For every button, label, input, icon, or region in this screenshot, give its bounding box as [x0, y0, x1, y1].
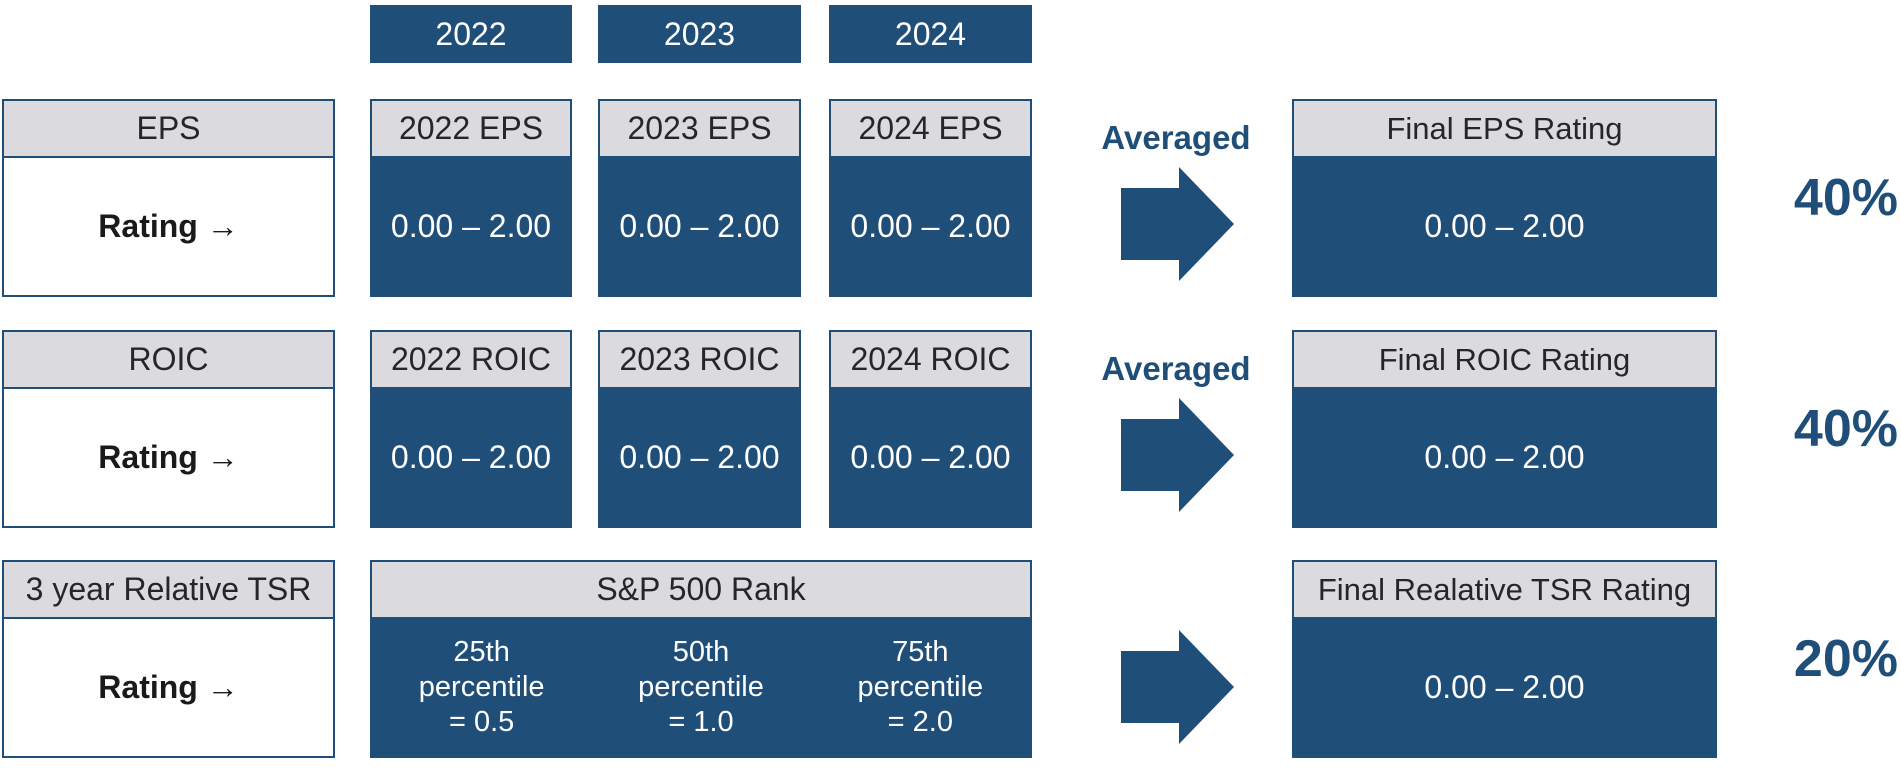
- cell-value: 0.00 – 2.00: [600, 389, 799, 526]
- weight-eps: 40%: [1793, 169, 1898, 227]
- sp500-rank-box: S&P 500 Rank 25th percentile = 0.5 50th …: [370, 560, 1032, 758]
- rating-label: Rating →: [4, 389, 333, 526]
- cell-2023-eps: 2023 EPS 0.00 – 2.00: [598, 99, 801, 297]
- cell-2024-roic: 2024 ROIC 0.00 – 2.00: [829, 330, 1032, 528]
- metric-label-box-eps: EPS Rating →: [2, 99, 335, 297]
- final-value: 0.00 – 2.00: [1294, 619, 1715, 756]
- cell-header: 2024 EPS: [831, 101, 1030, 158]
- metric-label: ROIC: [4, 332, 333, 389]
- final-header: Final EPS Rating: [1294, 101, 1715, 158]
- cell-header: 2022 EPS: [372, 101, 570, 158]
- year-column-header-2022: 2022: [370, 5, 572, 63]
- year-column-header-2024: 2024: [829, 5, 1032, 63]
- cell-value: 0.00 – 2.00: [831, 389, 1030, 526]
- weight-tsr: 20%: [1793, 630, 1898, 688]
- cell-2022-roic: 2022 ROIC 0.00 – 2.00: [370, 330, 572, 528]
- final-roic-rating-box: Final ROIC Rating 0.00 – 2.00: [1292, 330, 1717, 528]
- year-column-header-2023: 2023: [598, 5, 801, 63]
- cell-header: 2024 ROIC: [831, 332, 1030, 389]
- cell-header: 2023 ROIC: [600, 332, 799, 389]
- metric-label: 3 year Relative TSR: [4, 562, 333, 619]
- averaged-label: Averaged: [1101, 119, 1251, 156]
- cell-value: 0.00 – 2.00: [600, 158, 799, 295]
- cell-2022-eps: 2022 EPS 0.00 – 2.00: [370, 99, 572, 297]
- cell-header: 2023 EPS: [600, 101, 799, 158]
- final-eps-rating-box: Final EPS Rating 0.00 – 2.00: [1292, 99, 1717, 297]
- final-header: Final Realative TSR Rating: [1294, 562, 1715, 619]
- cell-value: 0.00 – 2.00: [831, 158, 1030, 295]
- right-arrow-icon: [1121, 398, 1234, 512]
- percentile-25: 25th percentile = 0.5: [418, 636, 545, 738]
- sp500-rank-header: S&P 500 Rank: [372, 562, 1030, 619]
- percentile-50: 50th percentile = 1.0: [638, 636, 764, 738]
- metric-label-box-roic: ROIC Rating →: [2, 330, 335, 528]
- final-header: Final ROIC Rating: [1294, 332, 1715, 389]
- cell-2024-eps: 2024 EPS 0.00 – 2.00: [829, 99, 1032, 297]
- final-value: 0.00 – 2.00: [1294, 389, 1715, 526]
- rating-label: Rating →: [4, 619, 333, 756]
- final-value: 0.00 – 2.00: [1294, 158, 1715, 295]
- rating-label: Rating →: [4, 158, 333, 295]
- cell-value: 0.00 – 2.00: [372, 158, 570, 295]
- metric-label: EPS: [4, 101, 333, 158]
- metric-label-box-tsr: 3 year Relative TSR Rating →: [2, 560, 335, 758]
- cell-header: 2022 ROIC: [372, 332, 570, 389]
- sp500-rank-body: 25th percentile = 0.5 50th percentile = …: [372, 619, 1030, 756]
- right-arrow-icon: [1121, 167, 1234, 281]
- percentile-75: 75th percentile = 2.0: [857, 636, 984, 738]
- weight-roic: 40%: [1793, 400, 1898, 458]
- cell-2023-roic: 2023 ROIC 0.00 – 2.00: [598, 330, 801, 528]
- cell-value: 0.00 – 2.00: [372, 389, 570, 526]
- final-tsr-rating-box: Final Realative TSR Rating 0.00 – 2.00: [1292, 560, 1717, 758]
- right-arrow-icon: [1121, 630, 1234, 744]
- averaged-label: Averaged: [1101, 350, 1251, 387]
